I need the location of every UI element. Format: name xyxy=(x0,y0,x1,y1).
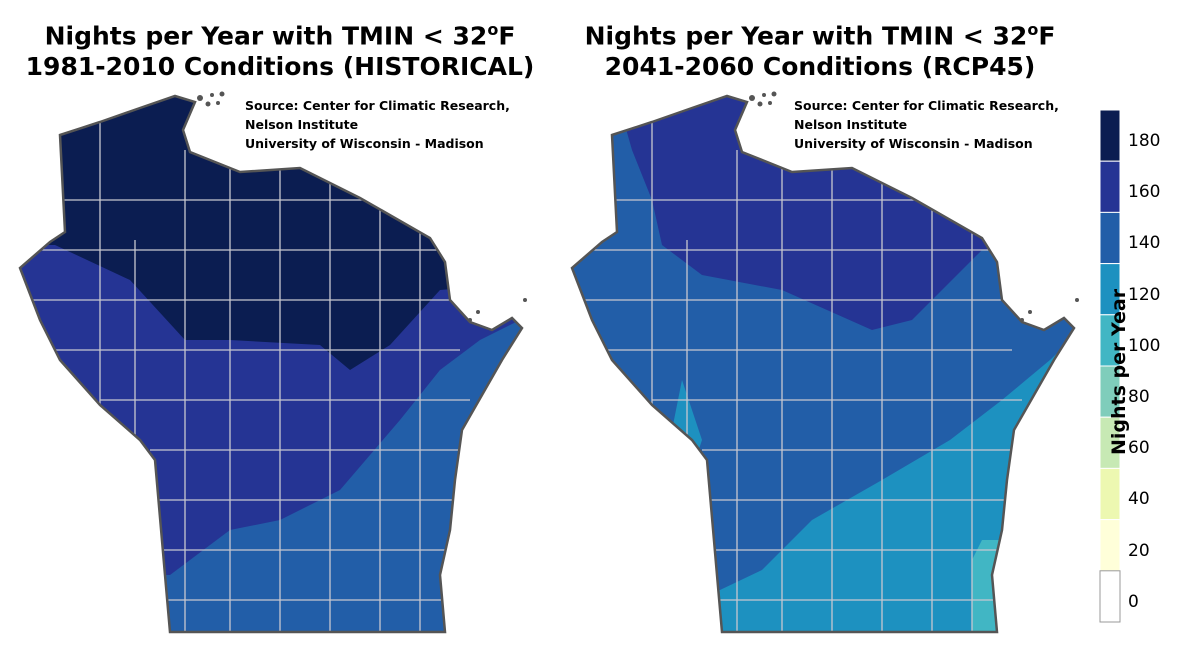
legend-label: 160 xyxy=(1128,182,1161,203)
legend-bin-40 xyxy=(1099,467,1121,521)
title-line2: 2041-2060 Conditions (RCP45) xyxy=(604,52,1036,82)
legend-label: 20 xyxy=(1128,540,1150,561)
source-line: Nelson Institute xyxy=(245,117,359,132)
source-line: Source: Center for Climatic Research, xyxy=(794,98,1059,113)
source-line: University of Wisconsin - Madison xyxy=(245,136,484,151)
degree-symbol: o xyxy=(1027,20,1039,39)
source-line: University of Wisconsin - Madison xyxy=(794,136,1033,151)
legend-bin-160 xyxy=(1099,160,1121,213)
title-line2: 1981-2010 Conditions (HISTORICAL) xyxy=(25,52,535,82)
legend-bin-180 xyxy=(1099,109,1121,162)
right-map-title: Nights per Year with TMIN < 32oF 2041-20… xyxy=(540,14,1100,82)
title-line1: Nights per Year with TMIN < 32 xyxy=(44,21,488,51)
legend-label: 60 xyxy=(1128,438,1150,459)
source-line: Source: Center for Climatic Research, xyxy=(245,98,510,113)
legend-bin-140 xyxy=(1099,211,1121,265)
legend-label: 0 xyxy=(1128,591,1139,612)
legend-label: 40 xyxy=(1128,489,1150,510)
zone-100 xyxy=(972,540,1012,632)
source-line: Nelson Institute xyxy=(794,117,908,132)
left-map-title: Nights per Year with TMIN < 32oF 1981-20… xyxy=(0,14,560,82)
legend-label: 80 xyxy=(1128,387,1150,407)
right-map xyxy=(570,91,1079,634)
legend-bin-0 xyxy=(1099,570,1121,623)
legend-bin-20 xyxy=(1099,519,1121,572)
legend-label: 140 xyxy=(1128,233,1161,254)
legend-title: Nights per Year xyxy=(1108,288,1130,455)
legend-label: 120 xyxy=(1128,284,1161,305)
unit: F xyxy=(498,21,516,51)
unit: F xyxy=(1038,21,1056,51)
right-source-note: Source: Center for Climatic Research, Ne… xyxy=(794,96,1059,153)
title-line1: Nights per Year with TMIN < 32 xyxy=(584,21,1028,51)
left-source-note: Source: Center for Climatic Research, Ne… xyxy=(245,96,510,153)
color-legend xyxy=(1099,109,1121,623)
legend-label: 100 xyxy=(1128,335,1161,356)
legend-label: 180 xyxy=(1128,131,1161,151)
left-map xyxy=(18,91,527,634)
degree-symbol: o xyxy=(487,20,499,39)
